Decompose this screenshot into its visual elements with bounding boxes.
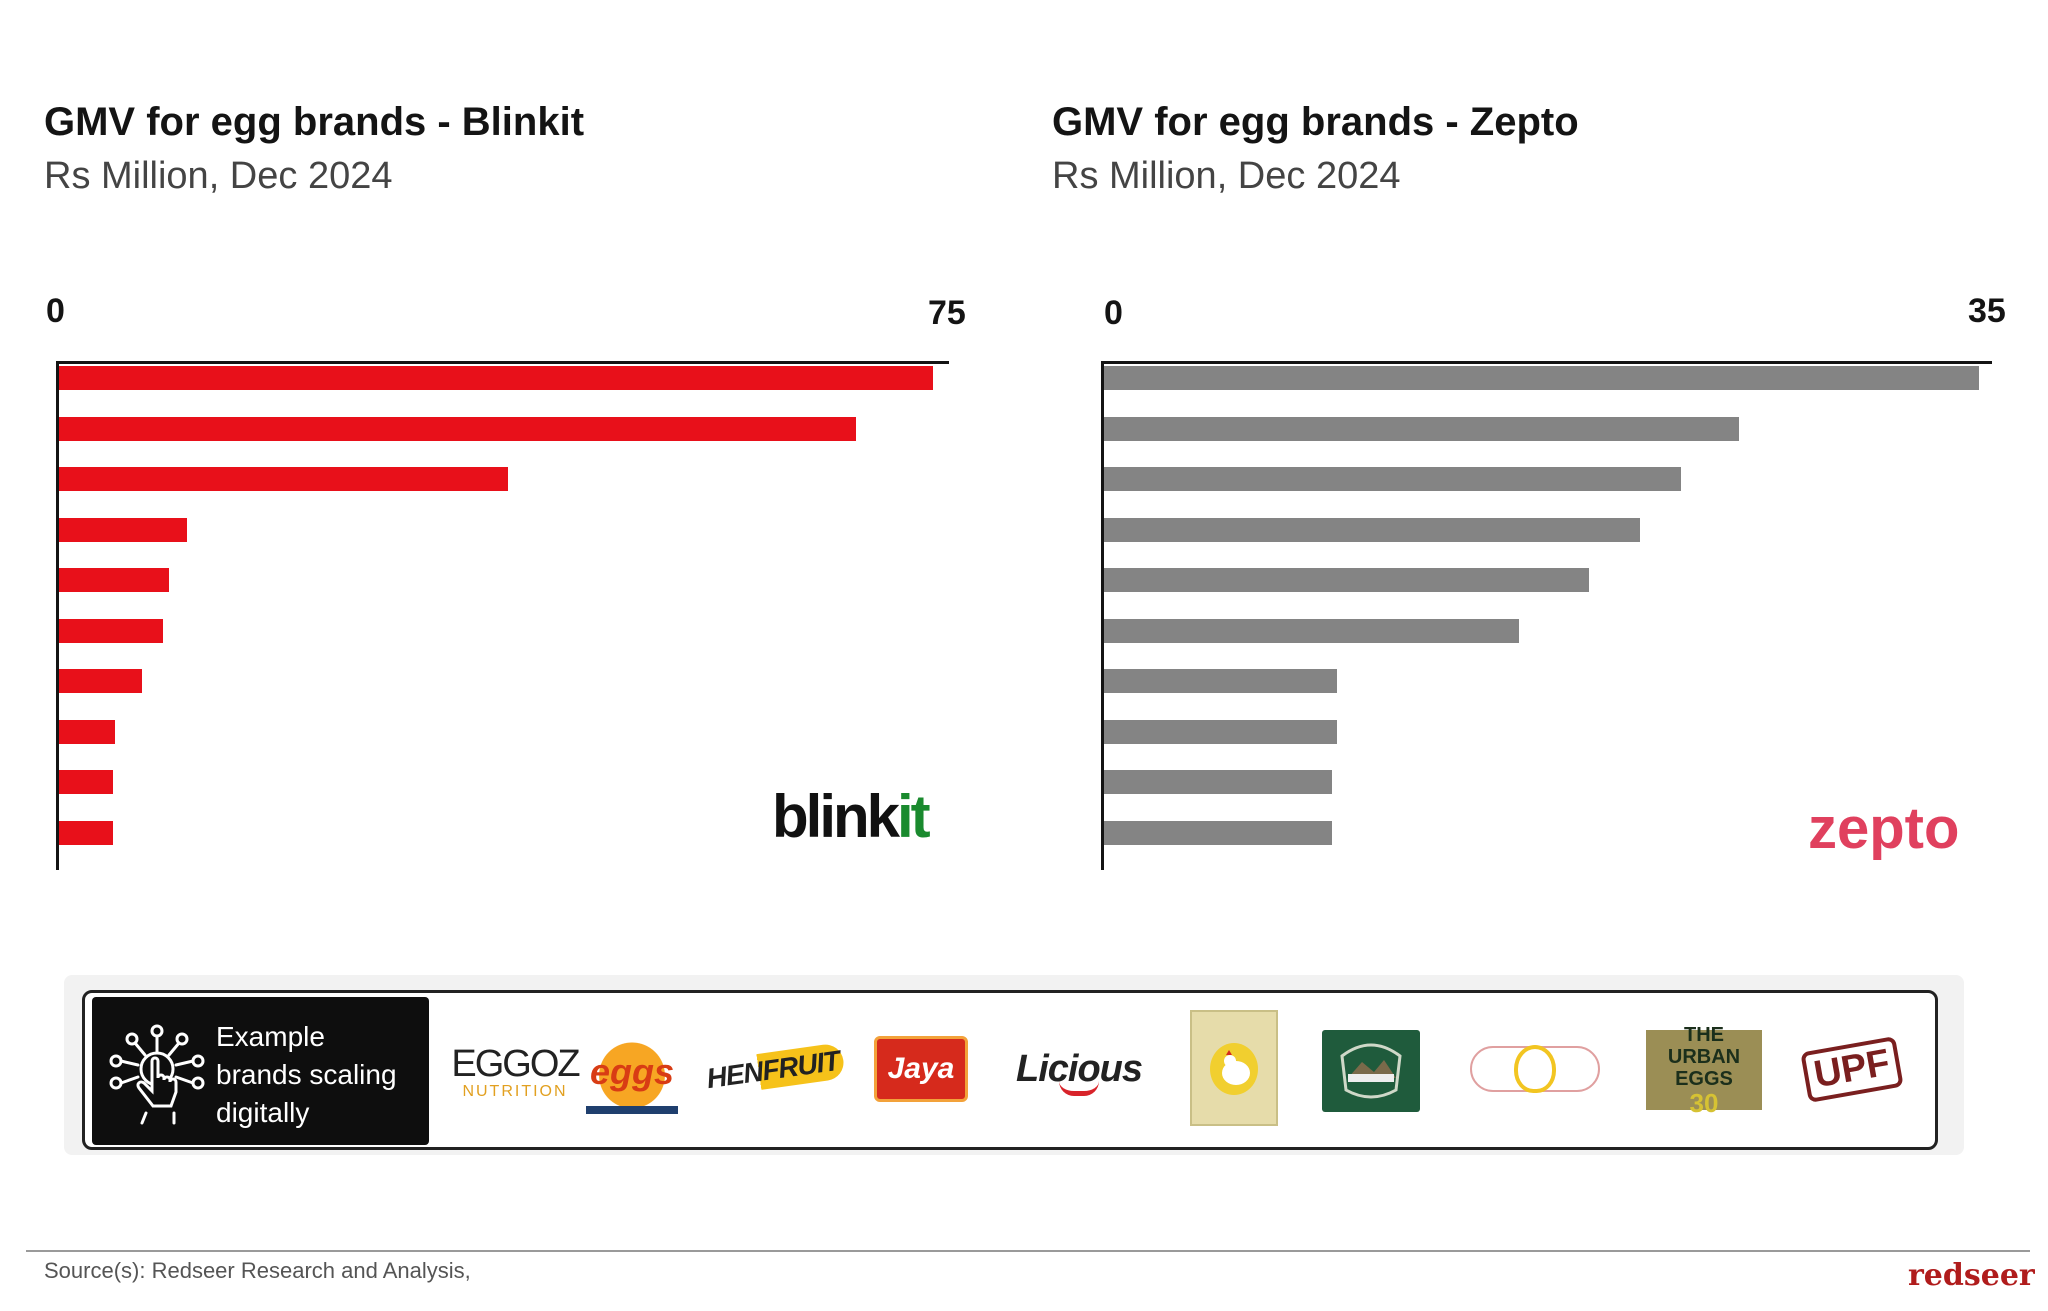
- zepto-tick-max: 35: [1968, 292, 2006, 330]
- blinkit-bar-7: [59, 669, 142, 693]
- zepto-bar-9: [1104, 770, 1332, 794]
- hand-touch-network-icon: [109, 1024, 205, 1125]
- egg-brand-logo: [1470, 1045, 1600, 1093]
- blinkit-bar-10: [59, 820, 114, 845]
- urban-eggs-logo: THE URBAN EGGS 30: [1646, 1024, 1762, 1116]
- blinkit-bar-1: [59, 366, 934, 390]
- farm-made-logo: [1322, 1030, 1420, 1112]
- source-note: Source(s): Redseer Research and Analysis…: [44, 1258, 471, 1283]
- blinkit-bar-6: [59, 618, 163, 643]
- eggs-logo: eggs: [586, 1038, 678, 1114]
- blinkit-logo: blinkit: [772, 783, 931, 850]
- blinkit-bar-2: [59, 416, 857, 441]
- eggoz-logo: EGGOZ NUTRITION: [451, 1043, 580, 1100]
- redseer-logo: redseer: [1908, 1258, 2035, 1293]
- banner-label-box: Example brands scaling digitally: [92, 997, 429, 1145]
- blinkit-bar-3: [59, 467, 508, 491]
- zepto-tick-min: 0: [1104, 294, 1123, 332]
- blinkit-bar-8: [59, 719, 115, 744]
- zepto-bar-3: [1104, 467, 1681, 491]
- hen-icon: [1210, 1043, 1258, 1095]
- blinkit-x-axis: [58, 361, 949, 364]
- zepto-y-axis: [1101, 361, 1104, 870]
- banner-text-line3: digitally: [216, 1097, 310, 1128]
- licious-logo: Licious: [1016, 1040, 1143, 1104]
- zepto-chart-subtitle: Rs Million, Dec 2024: [1052, 155, 1401, 197]
- zepto-bar-5: [1104, 568, 1590, 592]
- banner-text-line1: Example: [216, 1021, 325, 1052]
- zepto-bar-2: [1104, 416, 1739, 441]
- zepto-x-axis: [1103, 361, 1992, 364]
- blinkit-bar-5: [59, 568, 169, 592]
- blinkit-chart-subtitle: Rs Million, Dec 2024: [44, 155, 393, 197]
- zepto-bar-10: [1104, 820, 1332, 845]
- blinkit-chart-title: GMV for egg brands - Blinkit: [44, 100, 585, 144]
- farm-badge-icon: [1340, 1043, 1402, 1099]
- zepto-bar-8: [1104, 719, 1337, 744]
- footer-divider: [26, 1250, 2030, 1252]
- zepto-bar-6: [1104, 618, 1519, 643]
- zepto-bar-1: [1104, 366, 1979, 390]
- zepto-logo: zepto: [1808, 796, 1960, 861]
- blinkit-y-axis: [56, 361, 59, 870]
- zepto-bar-7: [1104, 669, 1337, 693]
- blinkit-tick-max: 75: [928, 294, 966, 332]
- banner-text-line2: brands scaling: [216, 1059, 397, 1090]
- blinkit-bar-4: [59, 517, 187, 542]
- jaya-logo: Jaya: [874, 1036, 968, 1102]
- blinkit-tick-min: 0: [46, 292, 65, 330]
- zepto-bar-4: [1104, 517, 1641, 542]
- upf-logo: UPF: [1800, 1035, 1904, 1103]
- blinkit-bar-9: [59, 770, 114, 794]
- zepto-chart-title: GMV for egg brands - Zepto: [1052, 100, 1579, 144]
- hen-logo: [1190, 1010, 1278, 1126]
